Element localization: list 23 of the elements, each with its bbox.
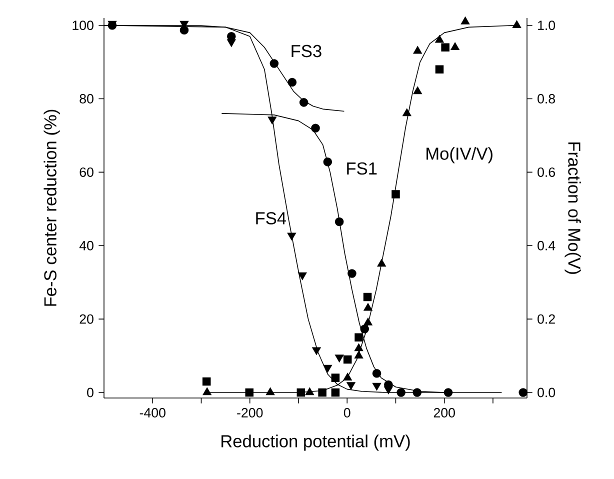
annotation: FS4 — [256, 212, 286, 224]
y2-tick-label: 0.0 — [538, 388, 556, 398]
y2-axis-title: Fraction of Mo(V) — [564, 142, 581, 274]
y-tick-label: 60 — [80, 167, 94, 177]
y-axis-title: Fe-S center reduction (%) — [44, 110, 60, 306]
y-tick-label: 40 — [79, 240, 94, 250]
x-tick-label: 200 — [434, 408, 455, 418]
x-tick-label: 0 — [344, 408, 350, 418]
x-axis-title: Reduction potential (mV) — [222, 434, 410, 451]
y2-tick-label: 0.4 — [538, 240, 556, 250]
y-tick-label: 80 — [80, 94, 94, 104]
annotation: FS1 — [347, 162, 377, 175]
annotation: FS3 — [292, 44, 322, 58]
y-tick-label: 100 — [72, 20, 94, 30]
annotation: Mo(IV/V) — [426, 147, 492, 164]
y2-tick-label: 0.2 — [538, 314, 555, 324]
y-tick-label: 0 — [87, 388, 94, 398]
y2-tick-label: 1.0 — [538, 20, 556, 30]
y2-tick-label: 0.6 — [538, 167, 556, 177]
y-tick-label: 20 — [80, 314, 94, 324]
x-tick-label: -200 — [237, 408, 263, 418]
y2-tick-label: 0.8 — [538, 94, 556, 104]
x-tick-label: -400 — [140, 408, 166, 418]
